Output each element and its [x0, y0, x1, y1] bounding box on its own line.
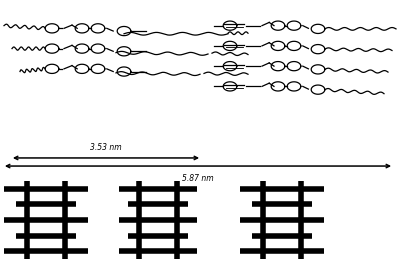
Text: 3.53 nm: 3.53 nm	[90, 143, 122, 152]
Text: 5.87 nm: 5.87 nm	[182, 174, 214, 183]
